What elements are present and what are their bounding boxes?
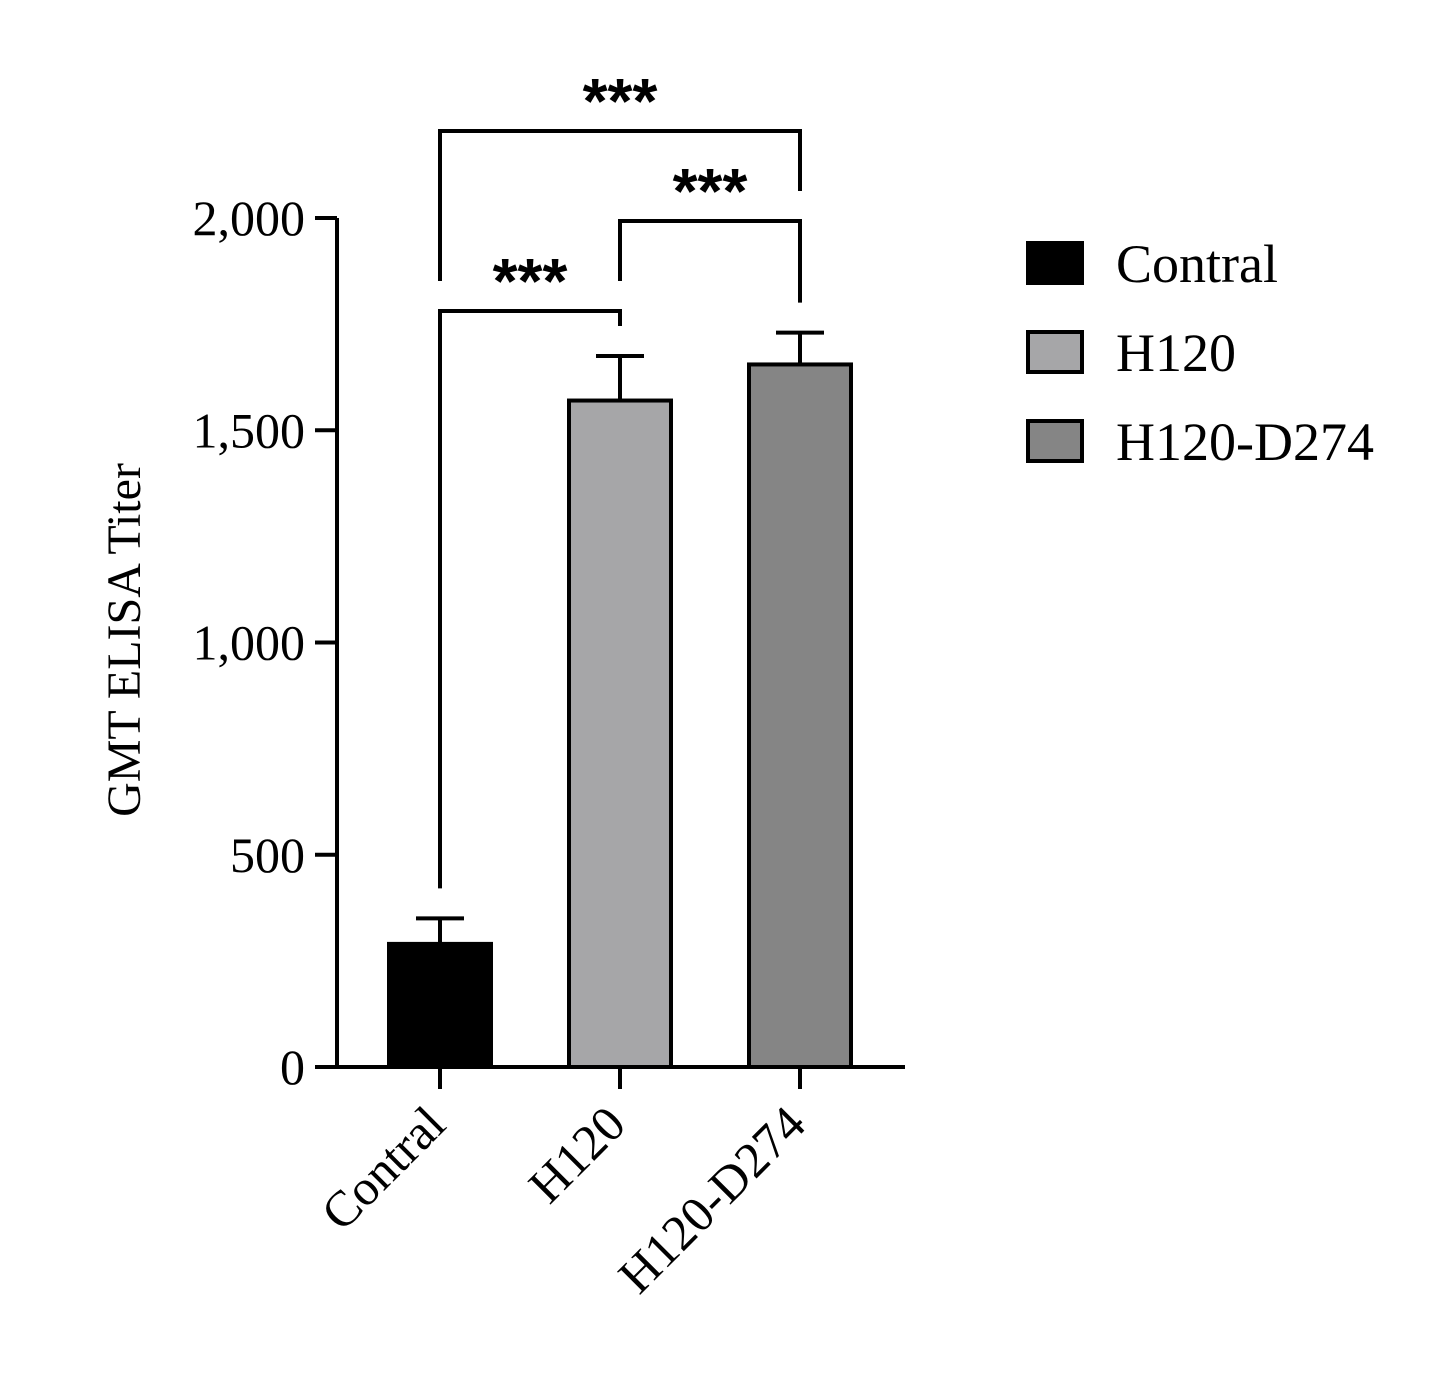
legend-swatch xyxy=(1026,241,1084,285)
legend-label: H120 xyxy=(1116,323,1236,383)
x-tick-label: H120 xyxy=(518,1095,636,1213)
x-tick-label: H120-D274 xyxy=(607,1095,816,1304)
legend-label: Contral xyxy=(1116,234,1278,294)
y-tick-label: 0 xyxy=(280,1039,305,1095)
bar xyxy=(387,941,493,1070)
y-tick-label: 2,000 xyxy=(193,190,306,246)
significance-label: *** xyxy=(583,65,658,137)
legend-swatch xyxy=(1026,419,1084,463)
significance-label: *** xyxy=(493,245,568,317)
y-tick-label: 500 xyxy=(230,827,305,883)
significance-bracket xyxy=(618,218,802,303)
legend-swatch xyxy=(1026,330,1084,374)
x-tick-label: Contral xyxy=(310,1095,456,1241)
significance-bracket xyxy=(438,308,622,889)
y-tick-label: 1,500 xyxy=(193,402,306,458)
significance-bracket xyxy=(438,128,802,281)
y-tick-label: 1,000 xyxy=(193,615,306,671)
y-axis-label: GMT ELISA Titer xyxy=(98,463,151,817)
legend-label: H120-D274 xyxy=(1116,412,1374,472)
bar xyxy=(747,362,853,1069)
significance-label: *** xyxy=(673,155,748,227)
bar xyxy=(567,398,673,1070)
